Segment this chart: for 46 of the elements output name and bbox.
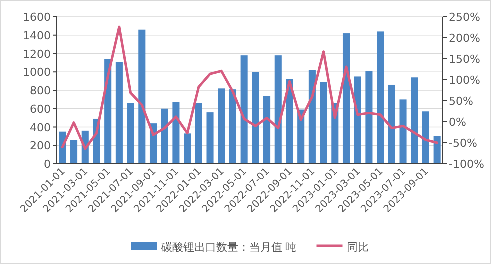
bar [138,30,146,164]
bar [400,100,407,164]
y2-tick-label: 100% [449,74,480,87]
bar [320,82,328,164]
y2-tick-label: -50% [449,137,478,150]
line-series [61,26,439,150]
y2-tick-label: 250% [449,11,480,24]
bar [434,136,441,164]
bar [354,76,362,164]
y-tick-label: 1600 [23,11,51,24]
y-tick-label: 1200 [23,48,51,61]
y2-tick-label: 50% [449,95,474,108]
y-tick-label: 400 [30,121,51,134]
bar [70,140,78,164]
bar [206,112,214,164]
bar [229,90,236,164]
y2-tick-label: -100% [449,158,484,171]
bar [116,62,123,164]
y-tick-label: 1000 [23,66,51,80]
bar [366,71,373,164]
bar [264,96,271,164]
y-tick-label: 0 [44,158,51,171]
y2-tick-label: 150% [449,53,480,66]
y-tick-label: 600 [30,102,51,116]
bar [411,78,418,164]
legend-label: 碳酸锂出口数量：当月值 吨 [160,241,297,254]
y-tick-label: 800 [30,84,51,98]
bar [422,112,430,164]
bar [377,32,384,164]
bar [342,34,350,164]
bar [252,72,260,164]
bar [161,108,168,164]
y-tick-label: 1400 [23,29,51,42]
bar [195,103,202,164]
bar [308,70,316,164]
bar [184,134,192,164]
bar [218,88,226,164]
y2-tick-label: 0% [449,116,466,129]
bar [127,103,134,164]
bar [388,84,396,164]
bar [240,56,248,164]
legend-label: 同比 [346,241,369,254]
bar [172,102,180,164]
y-tick-label: 200 [30,140,51,153]
bar [274,56,282,164]
y2-tick-label: 200% [449,32,480,45]
